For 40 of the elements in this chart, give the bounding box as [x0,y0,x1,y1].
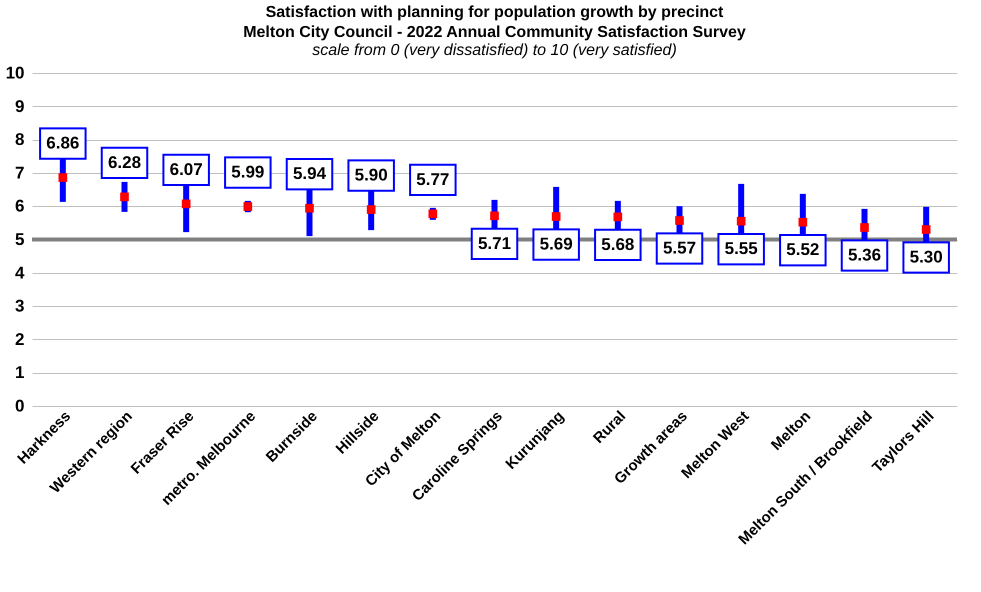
data-label: 6.86 [46,134,80,153]
point [490,212,499,220]
y-tick-label: 8 [15,130,24,150]
data-label: 6.07 [170,160,203,179]
data-label: 5.30 [910,248,943,267]
point [736,216,746,226]
point [552,212,560,221]
y-tick-label: 10 [6,64,24,82]
point [675,216,684,225]
data-label: 5.77 [416,170,450,189]
y-tick-label: 4 [15,263,26,282]
data-label: 5.68 [601,234,634,254]
point [120,192,129,202]
point [614,212,622,222]
point [182,200,190,208]
y-tick-label: 6 [15,196,24,216]
data-label: 6.28 [108,152,142,172]
data-label: 5.69 [540,234,573,254]
y-tick-label: 0 [15,396,24,416]
data-label: 5.55 [724,239,758,258]
data-label: 5.90 [354,166,388,185]
point [58,173,68,182]
data-label: 5.36 [848,246,882,265]
point [305,204,314,213]
y-tick-label: 2 [15,330,24,349]
data-label: 5.99 [231,162,264,182]
data-label: 5.57 [662,238,696,258]
point [366,205,376,214]
data-label: 5.94 [292,164,327,184]
point [798,218,808,227]
y-tick-label: 5 [15,230,24,249]
y-tick-label: 9 [15,96,24,116]
y-tick-label: 1 [15,363,24,382]
y-tick-label: 7 [15,163,24,182]
point [860,223,869,232]
point [922,225,930,234]
chart-subtitle: scale from 0 (very dissatisfied) to 10 (very satisfied) [312,42,677,59]
data-label: 5.52 [786,240,820,260]
data-label: 5.71 [478,234,512,253]
y-tick-label: 3 [15,296,24,316]
